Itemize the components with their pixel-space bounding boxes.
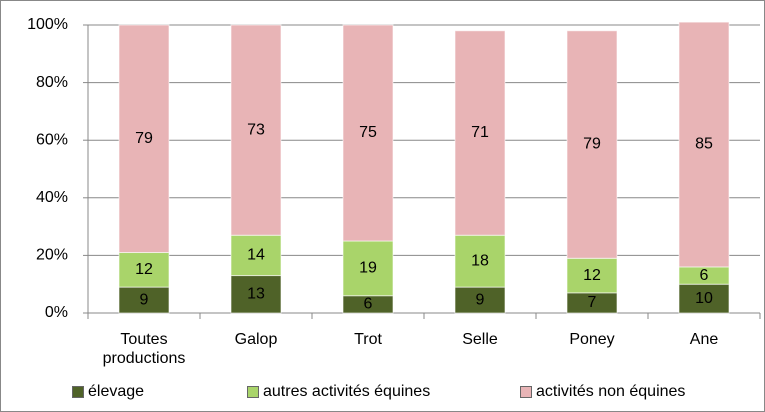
- bar-segment: [118, 286, 170, 314]
- bar-segment: [342, 24, 394, 242]
- x-tick-label: Selle: [462, 331, 498, 348]
- y-tick-label: 60%: [36, 131, 68, 148]
- legend-swatch: [247, 386, 259, 398]
- bar-segment: [342, 240, 394, 297]
- legend-label: élevage: [88, 383, 145, 400]
- legend-item: activités non équines: [520, 383, 685, 401]
- data-label: 79: [135, 130, 153, 147]
- data-label: 73: [247, 121, 265, 138]
- bar-segment: [678, 283, 730, 314]
- y-tick-label: 20%: [36, 247, 68, 264]
- legend-label: activités non équines: [536, 383, 686, 400]
- y-tick-label: 0%: [45, 304, 68, 321]
- x-tick-label: Ane: [689, 331, 719, 348]
- data-label: 9: [140, 291, 149, 308]
- data-label: 6: [700, 267, 709, 284]
- x-tick-label: Poney: [569, 331, 615, 348]
- legend-label: autres activités équines: [263, 383, 431, 400]
- data-label: 14: [247, 247, 265, 264]
- bar-segment: [230, 234, 282, 277]
- x-tick-label: Toutes productions: [102, 331, 186, 367]
- bar-segment: [566, 30, 618, 259]
- bar-segment: [230, 24, 282, 236]
- bar-segment: [118, 252, 170, 288]
- data-label: 6: [364, 296, 373, 313]
- y-tick-label: 100%: [27, 16, 68, 33]
- data-label: 7: [588, 294, 597, 311]
- bar-segment: [454, 234, 506, 288]
- legend-item: élevage: [72, 383, 144, 401]
- bar-segment: [678, 21, 730, 268]
- y-tick-label: 80%: [36, 74, 68, 91]
- legend-item: autres activités équines: [247, 383, 430, 401]
- y-tick-label: 40%: [36, 189, 68, 206]
- data-label: 12: [583, 267, 601, 284]
- data-label: 71: [471, 124, 489, 141]
- bar-segment: [454, 286, 506, 314]
- data-label: 9: [476, 291, 485, 308]
- x-tick-label: Trot: [354, 331, 382, 348]
- bar-segment: [454, 30, 506, 236]
- data-label: 12: [135, 261, 153, 278]
- data-label: 18: [471, 252, 489, 269]
- bar-segment: [566, 257, 618, 294]
- data-label: 13: [247, 285, 265, 302]
- data-label: 10: [695, 290, 713, 307]
- legend-swatch: [72, 386, 84, 398]
- data-label: 79: [583, 136, 601, 153]
- bar-segment: [118, 24, 170, 254]
- data-label: 75: [359, 124, 377, 141]
- data-label: 85: [695, 136, 713, 153]
- x-tick-label: Galop: [234, 331, 278, 348]
- bar-segment: [230, 275, 282, 314]
- data-label: 19: [359, 260, 377, 277]
- legend-swatch: [520, 386, 532, 398]
